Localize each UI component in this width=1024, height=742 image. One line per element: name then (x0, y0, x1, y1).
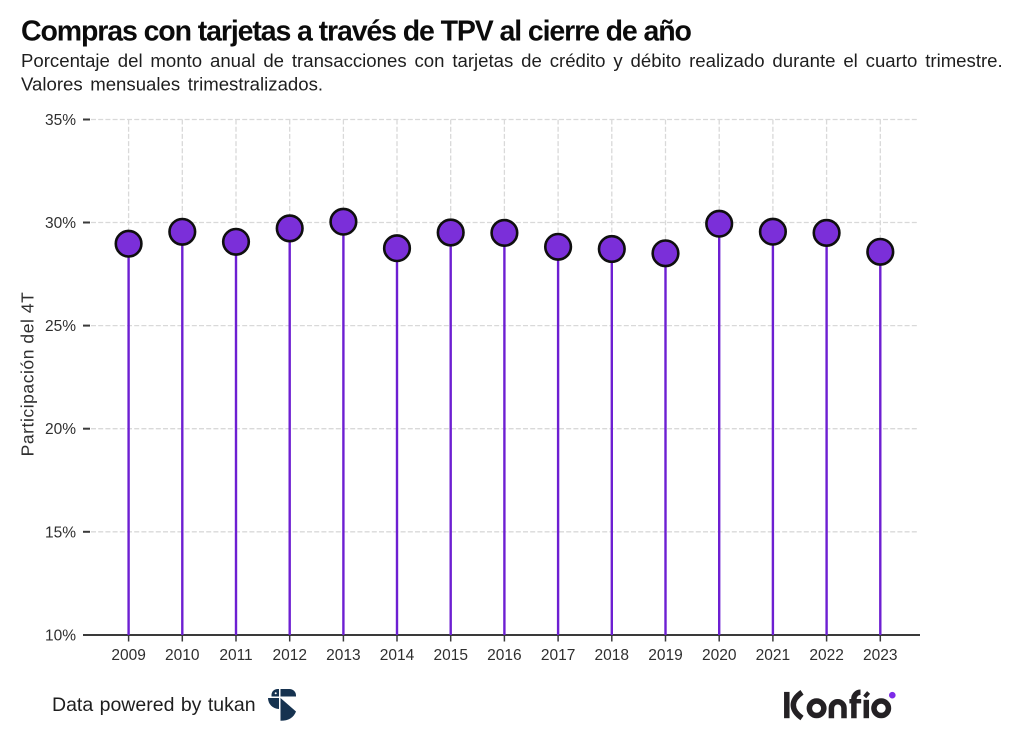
svg-text:15%: 15% (45, 524, 76, 541)
svg-text:2015: 2015 (433, 647, 467, 664)
svg-text:Valores mensuales trimestraliz: Valores mensuales trimestralizados. (21, 73, 323, 94)
svg-text:Participación del 4T: Participación del 4T (18, 292, 38, 457)
svg-text:2014: 2014 (380, 647, 415, 664)
svg-text:2023: 2023 (863, 647, 897, 664)
svg-text:2019: 2019 (648, 647, 682, 664)
svg-text:2016: 2016 (487, 647, 521, 664)
svg-text:35%: 35% (45, 112, 76, 129)
svg-text:10%: 10% (45, 628, 76, 645)
svg-text:2010: 2010 (165, 647, 200, 664)
svg-text:Data powered by tukan: Data powered by tukan (52, 694, 256, 716)
svg-text:Compras con tarjetas a través: Compras con tarjetas a través de TPV al … (21, 15, 692, 47)
svg-text:30%: 30% (45, 215, 76, 232)
svg-text:2012: 2012 (272, 647, 306, 664)
svg-text:2021: 2021 (756, 647, 790, 664)
svg-text:2022: 2022 (809, 647, 843, 664)
svg-text:2018: 2018 (595, 647, 629, 664)
svg-text:2011: 2011 (219, 647, 252, 664)
svg-text:Porcentaje del monto anual de: Porcentaje del monto anual de transaccio… (21, 50, 1003, 71)
svg-text:25%: 25% (45, 318, 76, 335)
svg-text:2013: 2013 (326, 647, 360, 664)
svg-text:2017: 2017 (541, 647, 575, 664)
svg-text:2020: 2020 (702, 647, 737, 664)
svg-text:2009: 2009 (111, 647, 145, 664)
svg-text:20%: 20% (45, 421, 76, 438)
